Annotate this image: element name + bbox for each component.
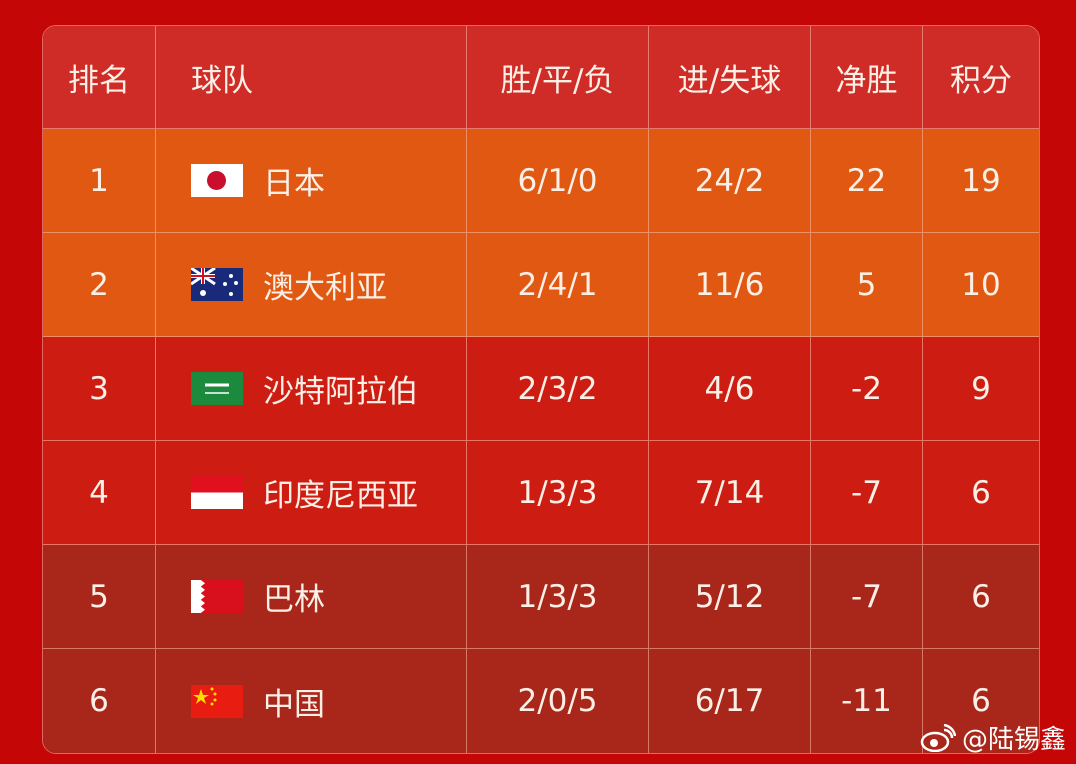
table-row: 2 澳大利亚 2/4/1 11/6 5 10 [43, 233, 1039, 337]
rank-cell: 4 [43, 441, 156, 544]
goals-cell: 11/6 [649, 233, 811, 336]
points-cell: 6 [971, 474, 991, 511]
team-cell: 沙特阿拉伯 [156, 337, 467, 440]
rank-cell: 2 [43, 233, 156, 336]
header-rank: 排名 [43, 26, 156, 128]
wdl-cell: 1/3/3 [467, 441, 649, 544]
wdl-cell: 2/4/1 [467, 233, 649, 336]
header-points: 积分 [950, 62, 1012, 99]
table-row: 3 沙特阿拉伯 2/3/2 4/6 -2 9 [43, 337, 1039, 441]
weibo-icon [920, 723, 956, 752]
team-cell: 印度尼西亚 [156, 441, 467, 544]
header-wdl: 胜/平/负 [467, 26, 649, 128]
goals-cell: 7/14 [649, 441, 811, 544]
table-row: 4 印度尼西亚 1/3/3 7/14 -7 6 [43, 441, 1039, 545]
bahrain-flag-icon [191, 580, 243, 613]
team-cell: 巴林 [156, 545, 467, 648]
header-goals: 进/失球 [649, 26, 811, 128]
goals-cell: 4/6 [649, 337, 811, 440]
goals-cell: 5/12 [649, 545, 811, 648]
points-cell: 19 [961, 162, 1001, 199]
wdl-cell: 2/0/5 [467, 649, 649, 753]
rank-cell: 6 [43, 649, 156, 753]
rank-cell: 3 [43, 337, 156, 440]
rank-cell: 1 [43, 129, 156, 232]
goal-difference-cell: -7 [811, 545, 923, 648]
team-cell: 中国 [156, 649, 467, 753]
points-cell: 6 [971, 683, 991, 719]
table-header: 排名 球队 胜/平/负 进/失球 净胜 积分 [43, 26, 1039, 129]
indonesia-flag-icon [191, 476, 243, 509]
team-cell: 澳大利亚 [156, 233, 467, 336]
goal-difference-cell: 5 [811, 233, 923, 336]
team-name: 日本 [263, 166, 325, 202]
team-name: 澳大利亚 [263, 270, 387, 306]
goal-difference-cell: 22 [811, 129, 923, 232]
team-name: 巴林 [263, 582, 325, 618]
standings-table: 排名 球队 胜/平/负 进/失球 净胜 积分 1 日本 6/1/0 24/2 2… [42, 25, 1040, 754]
goals-cell: 24/2 [649, 129, 811, 232]
watermark-text: @陆锡鑫 [961, 725, 1066, 755]
goals-cell: 6/17 [649, 649, 811, 753]
saudi-arabia-flag-icon [191, 372, 243, 405]
team-name: 中国 [263, 686, 325, 723]
points-cell: 9 [971, 370, 991, 407]
goal-difference-cell: -2 [811, 337, 923, 440]
china-flag-icon [191, 684, 243, 718]
table-row: 1 日本 6/1/0 24/2 22 19 [43, 129, 1039, 233]
points-cell: 10 [961, 266, 1001, 303]
team-name: 印度尼西亚 [263, 478, 418, 514]
australia-flag-icon [191, 268, 243, 301]
rank-cell: 5 [43, 545, 156, 648]
team-name: 沙特阿拉伯 [263, 374, 418, 410]
goal-difference-cell: -7 [811, 441, 923, 544]
wdl-cell: 2/3/2 [467, 337, 649, 440]
wdl-cell: 1/3/3 [467, 545, 649, 648]
points-cell: 6 [971, 578, 991, 615]
watermark: @陆锡鑫 [920, 719, 1066, 756]
table-row: 5 巴林 1/3/3 5/12 -7 6 [43, 545, 1039, 649]
japan-flag-icon [191, 164, 243, 197]
goal-difference-cell: -11 [811, 649, 923, 753]
wdl-cell: 6/1/0 [467, 129, 649, 232]
table-row: 6 中国 2/0/5 6/17 -11 6 [43, 649, 1039, 753]
header-goal-difference: 净胜 [811, 26, 923, 128]
header-team: 球队 [156, 26, 467, 128]
team-cell: 日本 [156, 129, 467, 232]
